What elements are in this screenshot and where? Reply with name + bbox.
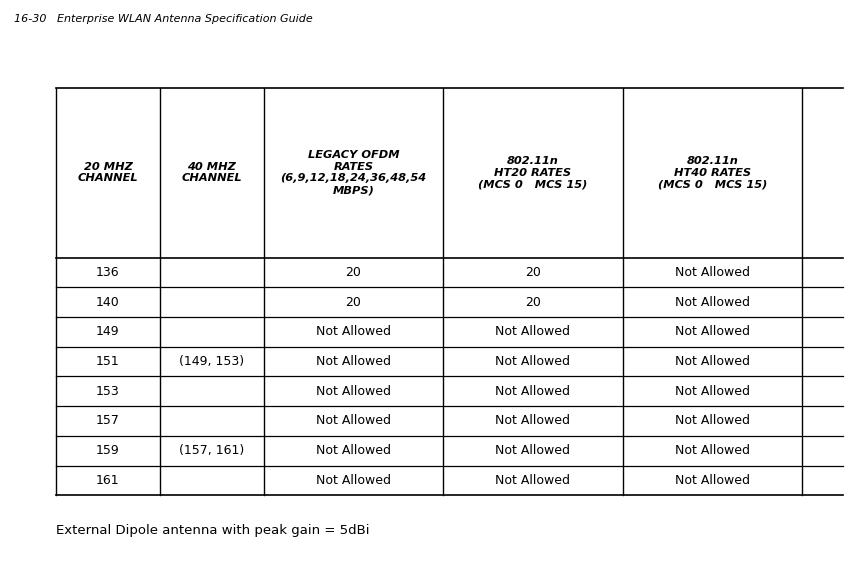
Text: 161: 161: [96, 474, 120, 487]
Text: 20: 20: [345, 266, 361, 279]
Text: Not Allowed: Not Allowed: [674, 266, 749, 279]
Text: 20: 20: [345, 295, 361, 308]
Text: Not Allowed: Not Allowed: [674, 474, 749, 487]
Text: Not Allowed: Not Allowed: [674, 385, 749, 398]
Text: 157: 157: [96, 414, 120, 427]
Text: 16-30   Enterprise WLAN Antenna Specification Guide: 16-30 Enterprise WLAN Antenna Specificat…: [14, 14, 313, 24]
Text: (157, 161): (157, 161): [179, 444, 245, 457]
Text: Not Allowed: Not Allowed: [495, 385, 570, 398]
Text: Not Allowed: Not Allowed: [316, 355, 391, 368]
Text: Not Allowed: Not Allowed: [674, 295, 749, 308]
Text: Not Allowed: Not Allowed: [495, 474, 570, 487]
Text: Not Allowed: Not Allowed: [674, 444, 749, 457]
Text: Not Allowed: Not Allowed: [316, 414, 391, 427]
Text: Not Allowed: Not Allowed: [316, 444, 391, 457]
Text: Not Allowed: Not Allowed: [495, 355, 570, 368]
Text: 20 MHZ
CHANNEL: 20 MHZ CHANNEL: [77, 162, 138, 183]
Text: (149, 153): (149, 153): [179, 355, 245, 368]
Text: Not Allowed: Not Allowed: [674, 355, 749, 368]
Text: 802.11n
HT20 RATES
(MCS 0   MCS 15): 802.11n HT20 RATES (MCS 0 MCS 15): [478, 156, 587, 189]
Text: 20: 20: [524, 266, 540, 279]
Text: 140: 140: [96, 295, 120, 308]
Text: Not Allowed: Not Allowed: [316, 385, 391, 398]
Text: 136: 136: [96, 266, 120, 279]
Text: 20: 20: [524, 295, 540, 308]
Text: Not Allowed: Not Allowed: [316, 325, 391, 338]
Text: Not Allowed: Not Allowed: [674, 325, 749, 338]
Text: Not Allowed: Not Allowed: [674, 414, 749, 427]
Text: Not Allowed: Not Allowed: [495, 325, 570, 338]
Text: External Dipole antenna with peak gain = 5dBi: External Dipole antenna with peak gain =…: [56, 524, 369, 537]
Text: Not Allowed: Not Allowed: [316, 474, 391, 487]
Text: 149: 149: [96, 325, 120, 338]
Text: 151: 151: [96, 355, 120, 368]
Text: 159: 159: [96, 444, 120, 457]
Text: LEGACY OFDM
RATES
(6,9,12,18,24,36,48,54
MBPS): LEGACY OFDM RATES (6,9,12,18,24,36,48,54…: [280, 150, 426, 195]
Text: 153: 153: [96, 385, 120, 398]
Text: Not Allowed: Not Allowed: [495, 414, 570, 427]
Text: Not Allowed: Not Allowed: [495, 444, 570, 457]
Text: 40 MHZ
CHANNEL: 40 MHZ CHANNEL: [182, 162, 242, 183]
Text: 802.11n
HT40 RATES
(MCS 0   MCS 15): 802.11n HT40 RATES (MCS 0 MCS 15): [657, 156, 766, 189]
